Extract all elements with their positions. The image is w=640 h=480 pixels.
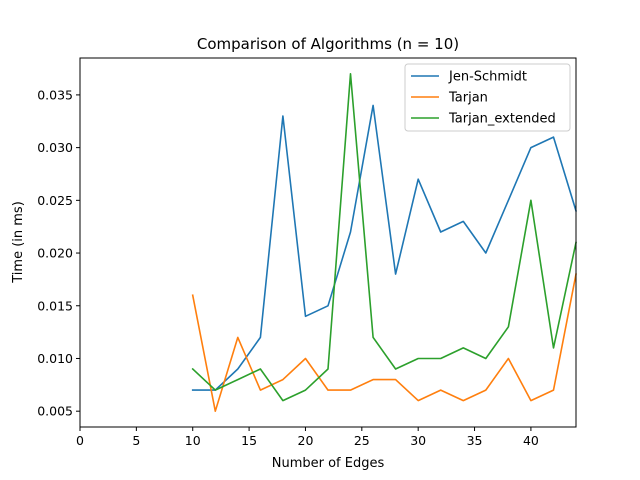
y-axis-label: Time (in ms) [11,201,26,284]
x-tick-label: 30 [410,433,426,448]
y-tick-label: 0.005 [37,404,73,419]
y-tick-label: 0.020 [37,246,73,261]
y-tick-label: 0.035 [37,87,73,102]
x-tick-label: 0 [76,433,84,448]
legend-entry: Tarjan [448,91,488,106]
series-line-jen-schmidt [191,104,577,391]
x-tick-label: 10 [185,433,201,448]
x-tick-label: 15 [241,433,257,448]
x-tick-label: 40 [523,433,539,448]
y-axis: 0.005 0.010 0.015 0.020 0.025 0.030 0.035 [37,87,80,419]
plot-lines [191,73,577,413]
legend-entry: Tarjan_extended [448,112,556,127]
x-axis-label: Number of Edges [272,456,385,471]
x-axis: 0 5 10 15 20 25 30 35 40 [76,427,539,448]
y-tick-label: 0.010 [37,351,73,366]
plot-frame [79,57,577,428]
chart-title: Comparison of Algorithms (n = 10) [197,35,459,53]
legend-entry: Jen-Schmidt [448,70,527,85]
x-tick-label: 5 [132,433,140,448]
y-tick-label: 0.030 [37,140,73,155]
series-line-tarjan-extended [191,73,577,402]
x-tick-label: 20 [298,433,314,448]
y-tick-label: 0.025 [37,193,73,208]
series-line-tarjan [191,273,577,413]
legend-box [404,63,571,132]
x-tick-label: 35 [467,433,483,448]
y-tick-label: 0.015 [37,298,73,313]
x-tick-label: 25 [354,433,370,448]
legend: Jen-Schmidt Tarjan Tarjan_extended [404,63,571,132]
